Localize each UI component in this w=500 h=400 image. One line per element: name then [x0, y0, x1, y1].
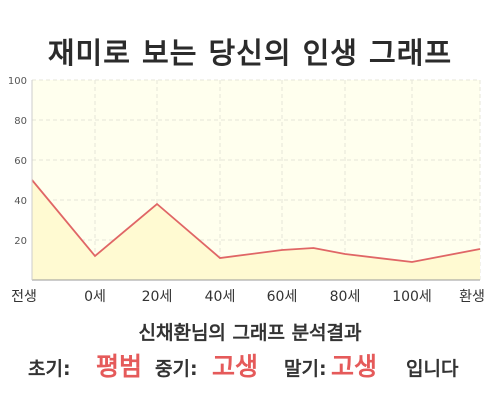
y-tick-label: 40 — [14, 196, 27, 207]
early-value: 평범 — [96, 352, 143, 381]
plot-background — [32, 80, 480, 280]
page-title: 재미로 보는 당신의 인생 그래프 — [47, 36, 453, 70]
x-tick-label: 20세 — [142, 289, 173, 305]
late-label: 말기: — [284, 358, 327, 380]
summary-row: 초기: 평범 중기: 고생 말기: 고생 입니다 — [0, 344, 500, 382]
early-label: 초기: — [28, 358, 71, 380]
middle-label: 중기: — [155, 358, 198, 380]
late-value: 고생 — [331, 352, 378, 381]
y-tick-label: 60 — [14, 156, 27, 167]
middle-value: 고생 — [212, 352, 259, 381]
summary-heading: 신채환님의 그래프 분석결과 — [138, 322, 362, 344]
y-tick-label: 20 — [14, 236, 27, 247]
life-graph-chart: 20 40 60 80 100 전생 0세 20세 40세 60세 80세 100세 환생 — [8, 76, 485, 305]
x-tick-label: 60세 — [267, 289, 298, 305]
y-tick-label: 80 — [14, 116, 27, 127]
series-line — [31, 179, 481, 263]
x-tick-label: 40세 — [205, 289, 236, 305]
area-fill — [32, 180, 480, 280]
summary-suffix: 입니다 — [406, 358, 459, 380]
x-tick-label: 80세 — [330, 289, 361, 305]
y-tick-label: 100 — [8, 76, 27, 87]
x-tick-label: 0세 — [84, 289, 106, 305]
x-tick-label: 전생 — [11, 289, 37, 305]
x-tick-label: 100세 — [392, 289, 432, 305]
x-tick-label: 환생 — [459, 289, 485, 305]
